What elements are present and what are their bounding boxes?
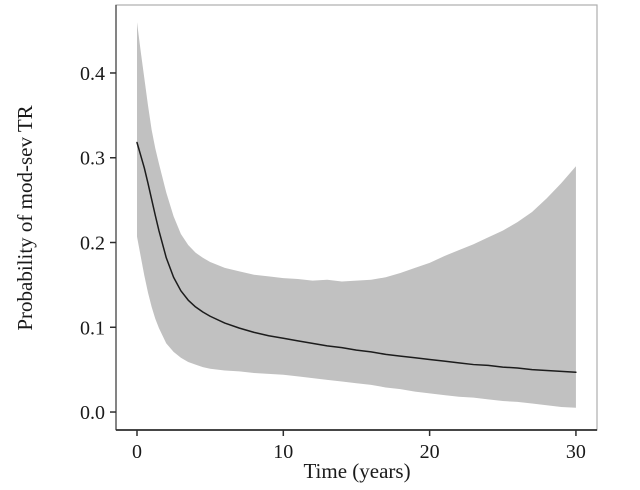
- y-axis-title: Probability of mod-sev TR: [13, 105, 37, 330]
- tick-label: 0.4: [80, 63, 105, 85]
- confidence-band: [136, 22, 576, 408]
- tick-label: 0.0: [80, 402, 105, 424]
- y-axis-tick-labels: 0.0 0.1 0.2 0.3 0.4: [80, 63, 105, 424]
- x-axis-title: Time (years): [303, 459, 410, 483]
- tick-label: 10: [273, 441, 293, 463]
- tick-label: 20: [420, 441, 440, 463]
- mean-estimate-line: [136, 141, 577, 373]
- tick-label: 0.2: [80, 233, 105, 255]
- x-axis-ticks: [136, 430, 577, 436]
- tick-label: 30: [566, 441, 586, 463]
- tick-label: 0: [132, 441, 142, 463]
- tick-label: 0.1: [80, 317, 105, 339]
- tick-label: 0.3: [80, 148, 105, 170]
- y-axis-ticks: [110, 72, 116, 413]
- x-axis-tick-labels: 0 10 20 30: [132, 441, 586, 463]
